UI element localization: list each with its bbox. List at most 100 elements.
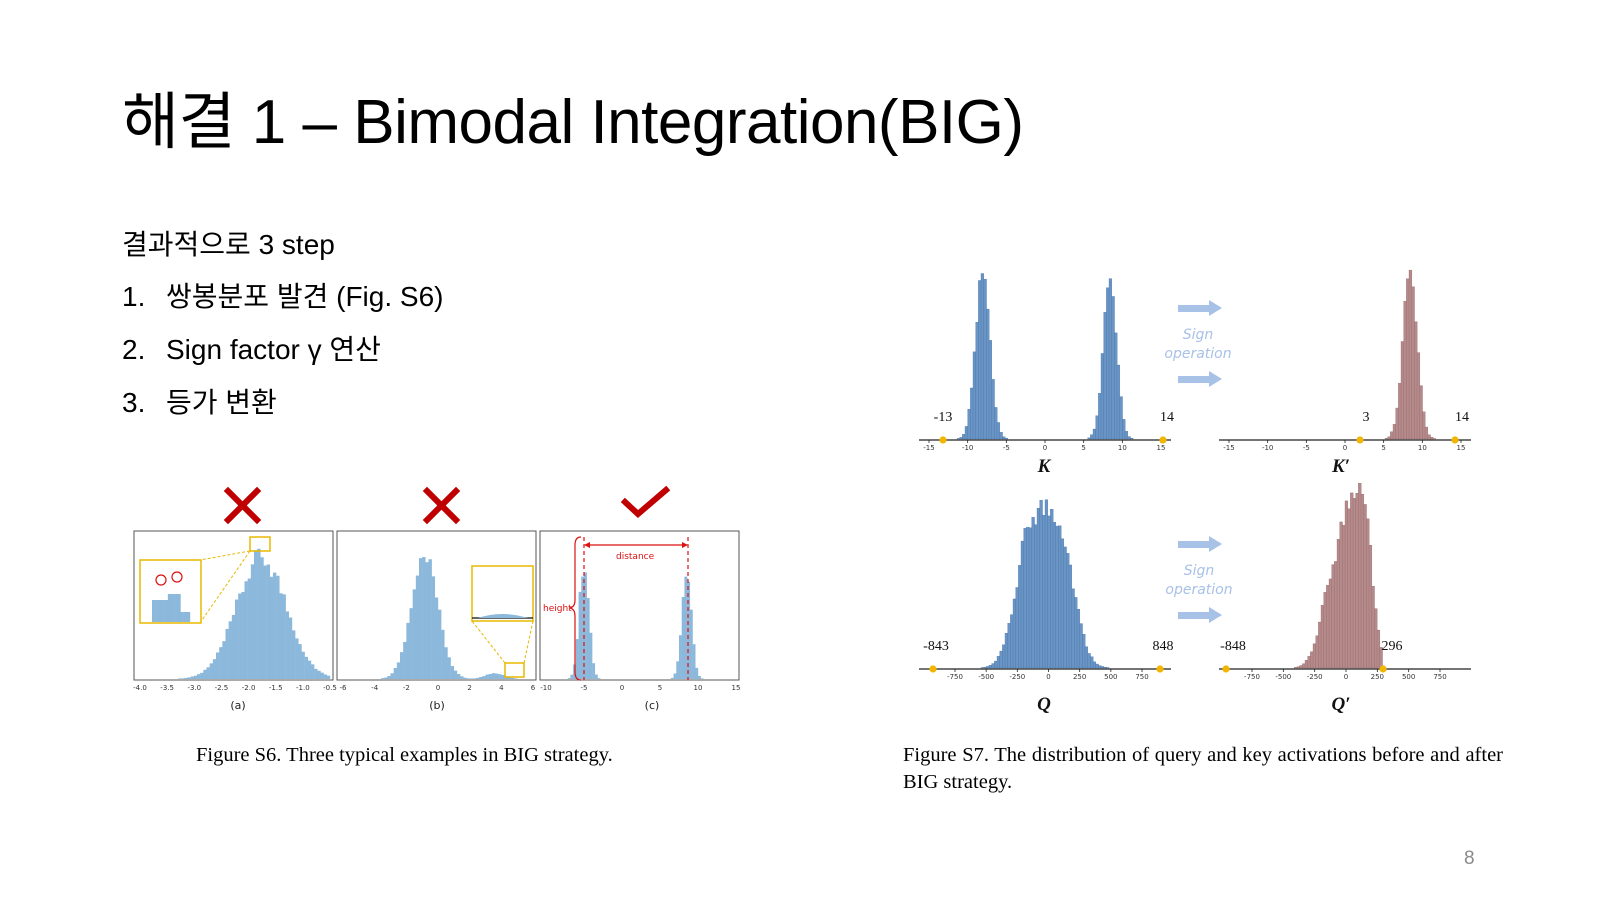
tick-label: -500 <box>978 673 994 681</box>
histogram-bar <box>269 576 274 679</box>
tick-label: 2 <box>467 684 471 692</box>
histogram-bar <box>406 622 410 679</box>
histogram-bar <box>453 670 458 679</box>
histogram-bar <box>1002 436 1006 440</box>
histogram-bar <box>1023 528 1027 669</box>
tick-label: 6 <box>531 684 536 692</box>
extreme-marker <box>1451 436 1459 444</box>
histogram-bar <box>228 621 233 679</box>
tick-label: -5 <box>581 684 588 692</box>
histogram-bar <box>1424 426 1429 440</box>
histogram-bar <box>177 594 181 622</box>
histogram-bar <box>1122 419 1126 440</box>
histogram-bar <box>1411 286 1415 440</box>
histogram-bar <box>1026 527 1030 669</box>
histogram-bar <box>1087 653 1091 669</box>
list-item: 3. 등가 변환 <box>122 384 443 437</box>
sign-operation-label: operation <box>1165 582 1232 598</box>
histogram-bar <box>307 660 312 679</box>
histogram-bar <box>986 308 990 440</box>
histogram-bar <box>216 652 220 679</box>
step-list: 결과적으로 3 step 1. 쌍봉분포 발견 (Fig. S6) 2. Sig… <box>122 226 443 437</box>
histogram-bar <box>1387 436 1391 440</box>
tick-label: -3.5 <box>160 684 174 692</box>
histogram-bar <box>1002 644 1006 669</box>
tick-label: -10 <box>962 444 973 452</box>
histogram-bar <box>1130 438 1134 440</box>
histogram-bar <box>1103 666 1107 669</box>
histogram-bar <box>403 641 407 679</box>
histogram-bar <box>381 678 385 679</box>
histogram-bar <box>1098 393 1102 440</box>
histogram-bar <box>1419 385 1423 440</box>
s6-panel-a-frame <box>133 530 334 681</box>
tick-label: -4 <box>371 684 379 692</box>
list-item: 2. Sign factor γ 연산 <box>122 331 443 384</box>
cross-icon <box>223 486 262 525</box>
tick-label: 15 <box>1157 444 1166 452</box>
extreme-marker <box>1379 665 1387 673</box>
tick-label: -250 <box>1009 673 1025 681</box>
tick-label: 15 <box>732 684 741 692</box>
histogram-bar <box>999 650 1003 669</box>
k-prime-min-label: 3 <box>1363 410 1370 425</box>
s6-a-zoom-inset <box>139 536 271 624</box>
histogram-bar <box>994 660 998 669</box>
histogram-bar <box>263 565 267 679</box>
histogram-bar <box>400 652 404 679</box>
tick-label: -1.0 <box>296 684 310 692</box>
histogram-bar <box>689 609 693 679</box>
tick-label: -15 <box>1223 444 1234 452</box>
histogram-bar <box>254 550 258 679</box>
step-text: 쌍봉분포 발견 (Fig. S6) <box>166 281 444 312</box>
histogram-bar <box>193 675 198 679</box>
tick-label: -250 <box>1307 673 1323 681</box>
histogram-bar <box>983 278 987 440</box>
histogram-bar <box>1312 643 1317 669</box>
histogram-bar <box>1334 561 1338 669</box>
histogram-bar <box>488 674 493 679</box>
tick-label: -2.0 <box>242 684 256 692</box>
histogram-bar <box>983 666 987 669</box>
extreme-marker <box>1356 436 1364 444</box>
histogram-bar <box>586 598 590 679</box>
histogram-bar <box>996 422 1001 440</box>
histogram-bar <box>428 559 432 679</box>
histogram-bar <box>1063 546 1067 669</box>
histogram-bar <box>1320 604 1325 669</box>
histogram-bar <box>180 612 184 622</box>
tick-label: -750 <box>947 673 963 681</box>
histogram-bar <box>184 677 188 679</box>
histogram-bar <box>476 677 480 679</box>
histogram-bar <box>1304 660 1309 669</box>
histogram-bar <box>1384 438 1389 440</box>
histogram-bar <box>415 575 420 679</box>
extreme-marker <box>929 665 937 673</box>
histogram-bar <box>1050 509 1054 669</box>
histogram-bar <box>1100 666 1105 669</box>
histogram-bar <box>510 677 515 679</box>
histogram-bar <box>431 576 436 679</box>
histogram-bar <box>260 557 264 679</box>
tick-label: 0 <box>1046 673 1050 681</box>
histogram-bar <box>692 644 696 679</box>
histogram-bar <box>438 609 442 679</box>
histogram-bar <box>482 676 486 679</box>
histogram-bar <box>1430 437 1434 440</box>
extreme-marker <box>1156 665 1164 673</box>
histogram-bar <box>1060 538 1065 669</box>
figure-s7-caption: Figure S7. The distribution of query and… <box>903 744 1503 793</box>
histogram-bar <box>1100 353 1105 440</box>
s7-histograms <box>956 269 1437 669</box>
histogram-bar <box>988 340 993 440</box>
s6-histogram-b <box>381 557 518 679</box>
histogram-bar <box>1039 500 1043 669</box>
histogram-bar <box>1328 578 1333 669</box>
histogram-bar <box>285 611 290 679</box>
histogram-bar <box>1296 666 1301 669</box>
histogram-bar <box>1299 665 1303 669</box>
histogram-bar <box>575 639 579 679</box>
histogram-bar <box>996 656 1001 669</box>
histogram-bar <box>469 678 474 679</box>
